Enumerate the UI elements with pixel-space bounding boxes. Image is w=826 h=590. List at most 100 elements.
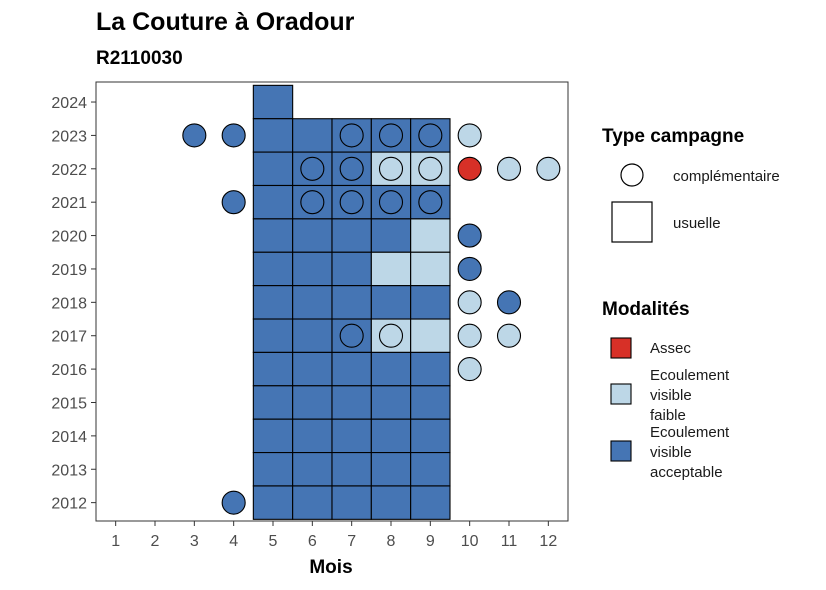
legend-label-complementaire: complémentaire: [673, 168, 780, 185]
point-complementaire-2023-3: [182, 123, 207, 148]
tile-usuelle-2016-6: [292, 351, 333, 387]
tile-usuelle-2022-5: [252, 151, 294, 187]
tile-usuelle-2019-5: [252, 251, 294, 287]
fill-legend-items: AssecEcoulementvisiblefaibleEcoulementvi…: [610, 337, 730, 481]
tile-usuelle-2015-9: [410, 385, 451, 420]
x-axis: 1 2 3 4 5 6 7 8 9 10 11 12: [111, 521, 557, 550]
point-complementaire-2021-9: [418, 190, 443, 215]
tile-usuelle-2012-9: [410, 485, 451, 520]
y-tick-label-2014: 2014: [51, 429, 87, 446]
point-layer: [182, 123, 561, 515]
tile-usuelle-2015-5: [252, 385, 294, 420]
point-complementaire-2022-7: [339, 156, 364, 181]
tile-usuelle-2018-5: [252, 285, 294, 320]
point-complementaire-2018-10: [457, 290, 482, 315]
y-tick-label-2016: 2016: [51, 362, 87, 379]
x-tick-label-10: 10: [461, 533, 479, 550]
x-tick-label-8: 8: [387, 533, 396, 550]
legend-label-faible-0: Ecoulement: [650, 367, 730, 384]
point-complementaire-2021-7: [339, 190, 364, 215]
tile-usuelle-2017-5: [252, 318, 294, 353]
legend-label-usuelle: usuelle: [673, 215, 721, 232]
y-tick-label-2013: 2013: [51, 462, 87, 479]
x-tick-label-3: 3: [190, 533, 199, 550]
tile-usuelle-2020-9: [410, 218, 451, 253]
legend-swatch-acceptable: [610, 440, 632, 462]
point-complementaire-2016-10: [457, 357, 482, 382]
legend-label-faible-2: faible: [650, 407, 686, 424]
y-tick-label-2019: 2019: [51, 262, 87, 279]
tile-usuelle-2018-7: [331, 285, 372, 320]
tile-usuelle-2021-5: [252, 184, 294, 220]
tile-layer: [252, 84, 451, 520]
tile-usuelle-2020-6: [292, 218, 333, 253]
legend-circle-key: [620, 163, 644, 187]
point-complementaire-2020-10: [457, 223, 482, 248]
point-complementaire-2023-9: [418, 123, 443, 148]
legend-label-acceptable-0: Ecoulement: [650, 424, 730, 441]
point-complementaire-2017-10: [457, 323, 482, 348]
legend: Type campagne complémentaire usuelle Mod…: [602, 126, 780, 481]
point-complementaire-2022-12: [536, 156, 561, 181]
tile-usuelle-2018-6: [292, 285, 333, 320]
tile-usuelle-2023-5: [252, 118, 294, 153]
tile-usuelle-2013-8: [370, 452, 412, 487]
point-complementaire-2023-10: [457, 123, 482, 148]
legend-swatch-assec: [610, 337, 632, 359]
tile-usuelle-2013-9: [410, 452, 451, 487]
y-tick-label-2024: 2024: [51, 95, 87, 112]
tile-usuelle-2019-8: [370, 251, 412, 287]
tile-usuelle-2014-9: [410, 418, 451, 454]
tile-usuelle-2016-7: [331, 351, 372, 387]
tile-usuelle-2017-6: [292, 318, 333, 353]
tile-usuelle-2013-6: [292, 452, 333, 487]
tile-usuelle-2012-8: [370, 485, 412, 520]
point-complementaire-2021-4: [221, 190, 246, 215]
point-complementaire-2021-6: [300, 190, 325, 215]
tile-usuelle-2020-5: [252, 218, 294, 253]
legend-label-acceptable-1: visible: [650, 444, 692, 461]
point-complementaire-2012-4: [221, 490, 246, 515]
y-tick-label-2012: 2012: [51, 496, 87, 513]
chart-subtitle: R2110030: [96, 48, 183, 69]
y-tick-label-2021: 2021: [51, 195, 87, 212]
tile-usuelle-2015-7: [331, 385, 372, 420]
point-complementaire-2022-8: [378, 156, 404, 181]
tile-usuelle-2023-6: [292, 118, 333, 153]
chart-title: La Couture à Oradour: [96, 8, 355, 36]
point-complementaire-2017-11: [496, 323, 522, 348]
point-complementaire-2018-11: [496, 290, 522, 315]
point-complementaire-2023-8: [378, 123, 404, 148]
tile-usuelle-2013-7: [331, 452, 372, 487]
legend-label-assec-0: Assec: [650, 340, 691, 357]
x-tick-label-9: 9: [426, 533, 435, 550]
tile-usuelle-2012-5: [252, 485, 294, 520]
legend-square-key: [611, 201, 653, 243]
tile-usuelle-2014-5: [252, 418, 294, 454]
tile-usuelle-2024-5: [252, 84, 294, 120]
point-complementaire-2022-9: [418, 156, 443, 181]
legend-swatch-faible: [610, 383, 632, 405]
tile-usuelle-2015-8: [370, 385, 412, 420]
tile-usuelle-2020-8: [370, 218, 412, 253]
y-tick-label-2017: 2017: [51, 329, 87, 346]
tile-usuelle-2015-6: [292, 385, 333, 420]
x-tick-label-7: 7: [347, 533, 356, 550]
x-tick-label-1: 1: [111, 533, 120, 550]
tile-usuelle-2018-8: [370, 285, 412, 320]
tile-usuelle-2020-7: [331, 218, 372, 253]
y-tick-label-2018: 2018: [51, 295, 87, 312]
tile-usuelle-2013-5: [252, 452, 294, 487]
x-axis-title: Mois: [309, 557, 352, 578]
tile-usuelle-2012-7: [331, 485, 372, 520]
point-complementaire-2022-10: [457, 156, 482, 181]
tile-usuelle-2014-8: [370, 418, 412, 454]
tile-usuelle-2016-5: [252, 351, 294, 387]
tile-usuelle-2017-9: [410, 318, 451, 353]
y-axis: 2012 2013 2014 2015 2016 2017 2018 2019 2020 2021…: [51, 95, 96, 513]
x-tick-label-11: 11: [501, 533, 518, 550]
legend-shape-title: Type campagne: [602, 126, 744, 147]
point-complementaire-2019-10: [457, 256, 482, 282]
y-tick-label-2015: 2015: [51, 395, 87, 412]
